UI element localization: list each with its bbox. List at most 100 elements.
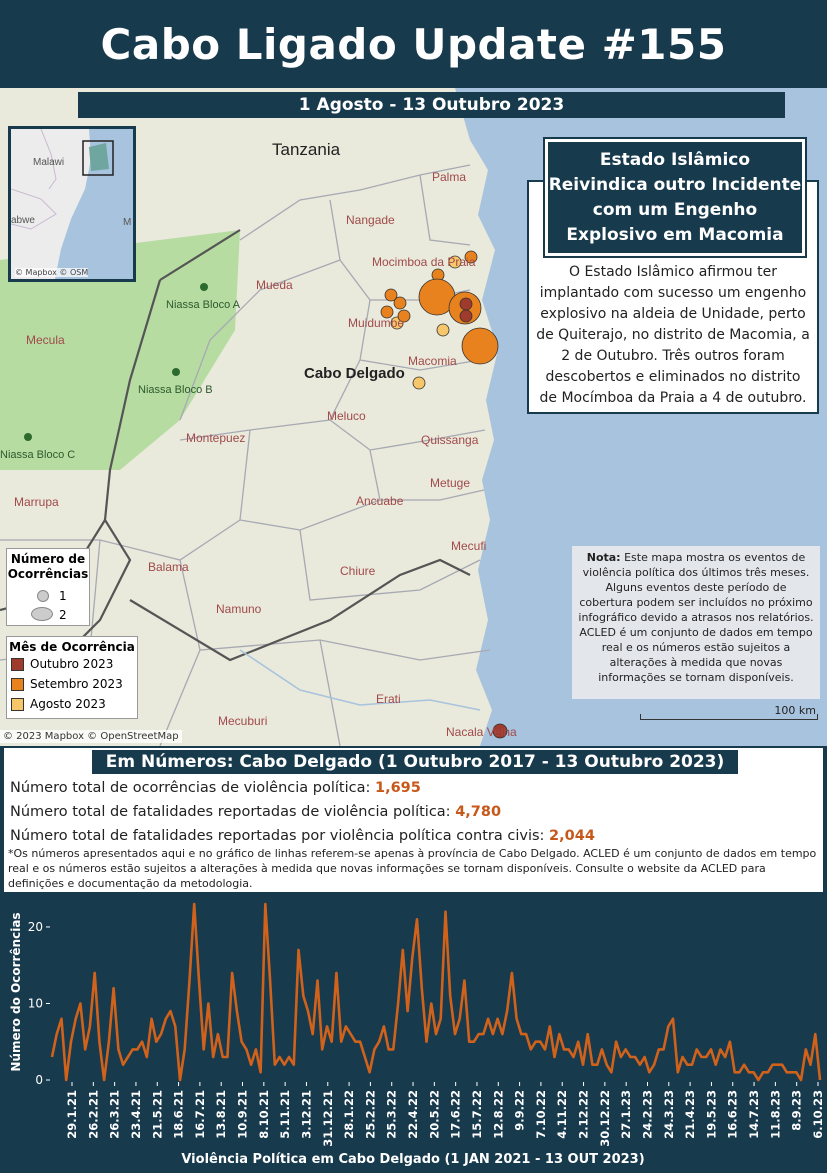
month-legend-label: Setembro 2023	[30, 677, 123, 691]
district-label: Chiure	[340, 564, 376, 578]
stat-value: 2,044	[549, 828, 595, 844]
district-label: Balama	[148, 560, 189, 574]
scale-label: 100 km	[774, 704, 816, 717]
size-legend-dot-2	[31, 607, 53, 621]
district-label: Montepuez	[186, 431, 246, 445]
page-title: Cabo Ligado Update #155	[100, 19, 727, 69]
x-tick-label: 22.4.22	[406, 1090, 420, 1139]
country-label: Tanzania	[272, 140, 341, 159]
x-tick-label: 7.10.22	[534, 1090, 548, 1139]
inset-map-graphic: Malawi abwe M	[11, 129, 133, 279]
x-tick-label: 17.6.22	[449, 1090, 463, 1139]
inset-label-zimbabwe: abwe	[11, 215, 35, 226]
callout-body: O Estado Islâmico afirmou ter implantado…	[536, 264, 810, 406]
series-line	[50, 902, 822, 1082]
month-legend-item: Setembro 2023	[7, 674, 137, 694]
swatch-outubro	[11, 657, 24, 671]
inset-label-m: M	[123, 217, 131, 228]
x-tick-label: 2.12.22	[577, 1090, 591, 1139]
district-label: Palma	[432, 170, 467, 184]
x-tick-label: 29.1.21	[65, 1090, 79, 1139]
x-tick-label: 30.12.22	[598, 1090, 612, 1147]
map-note: Nota: Este mapa mostra os eventos de vio…	[572, 546, 820, 699]
district-label: Namuno	[216, 602, 262, 616]
y-tick-label: 0	[35, 1073, 43, 1087]
scale-bar-line	[640, 714, 818, 720]
park-label: Niassa Bloco A	[166, 299, 240, 311]
line-chart-svg: 0 10 20 Número do Ocorrências 29.1.21 26.2.21…	[9, 902, 825, 1167]
x-axis-label: Violência Política em Cabo Delgado (1 JA…	[181, 1152, 644, 1167]
stat-value: 1,695	[374, 780, 421, 796]
x-tick-label: 26.3.21	[108, 1090, 122, 1139]
line-chart: 0 10 20 Número do Ocorrências 29.1.21 26.2.21…	[0, 896, 827, 1169]
swatch-agosto	[11, 697, 24, 711]
x-tick-label: 20.5.22	[427, 1090, 441, 1139]
callout-title: Estado Islâmico Reivindica outro Inciden…	[543, 137, 807, 258]
map-attribution[interactable]: © 2023 Mapbox © OpenStreetMap	[0, 730, 182, 743]
x-tick-label: 28.1.22	[342, 1090, 356, 1139]
stat-events: Número total de ocorrências de violência…	[10, 780, 421, 796]
district-label: Muidumbe	[348, 316, 405, 330]
x-tick-label: 16.6.23	[726, 1090, 740, 1139]
district-label: Mueda	[256, 278, 293, 292]
callout-box: Estado Islâmico Reivindica outro Inciden…	[527, 137, 819, 414]
district-label: Mecula	[26, 333, 65, 347]
x-tick-label: 23.4.21	[129, 1090, 143, 1139]
month-legend-title: Mês de Ocorrência	[9, 640, 135, 654]
x-tick-label: 18.6.21	[172, 1090, 186, 1139]
map[interactable]: 1 Agosto - 13 Outubro 2023 Malawi abwe M…	[0, 88, 827, 746]
x-tick-label: 24.3.23	[662, 1090, 676, 1139]
date-range-banner: 1 Agosto - 13 Outubro 2023	[78, 92, 785, 118]
size-legend: Número de Ocorrências 1 2	[6, 548, 90, 626]
district-label: Nangade	[346, 213, 395, 227]
x-tick-label: 21.5.21	[150, 1090, 164, 1139]
note-label: Nota:	[586, 551, 621, 564]
x-tick-label: 9.9.22	[513, 1090, 527, 1131]
x-tick-label: 14.7.23	[747, 1090, 761, 1139]
stat-fatalities: Número total de fatalidades reportadas d…	[10, 804, 501, 820]
x-tick-label: 16.7.21	[193, 1090, 207, 1139]
x-tick-label: 6.10.23	[811, 1090, 825, 1139]
stats-footnote: *Os números apresentados aqui e no gráfi…	[8, 847, 817, 890]
month-legend-item: Agosto 2023	[7, 694, 137, 714]
y-tick-label: 20	[28, 920, 43, 934]
stat-label: Número total de fatalidades reportadas d…	[10, 804, 456, 820]
scale-bar: 100 km	[640, 704, 820, 722]
x-tick-label: 3.12.21	[299, 1090, 313, 1139]
x-tick-label: 11.8.23	[768, 1090, 782, 1139]
x-tick-label: 27.1.23	[619, 1090, 633, 1139]
stats-panel: Em Números: Cabo Delgado (1 Outubro 2017…	[2, 746, 825, 894]
x-tick-label: 5.11.21	[278, 1090, 292, 1139]
stats-title: Em Números: Cabo Delgado (1 Outubro 2017…	[92, 750, 738, 774]
x-tick-label: 8.9.23	[790, 1090, 804, 1131]
size-legend-label-1: 1	[59, 589, 67, 603]
district-label: Nacala Velha	[446, 725, 517, 739]
stat-civilian-fatalities: Número total de fatalidades reportadas p…	[10, 828, 595, 844]
inset-map: Malawi abwe M © Mapbox © OSM	[8, 126, 136, 282]
x-tick-label: 4.11.22	[555, 1090, 569, 1139]
month-legend-item: Outubro 2023	[7, 654, 137, 674]
size-legend-dot-1	[37, 590, 49, 602]
park-label: Niassa Bloco C	[0, 449, 76, 461]
x-tick-label: 12.8.22	[491, 1090, 505, 1139]
header: Cabo Ligado Update #155	[0, 0, 827, 88]
x-tick-label: 8.10.21	[257, 1090, 271, 1139]
y-tick-label: 10	[28, 996, 43, 1010]
x-tick-label: 24.2.23	[640, 1090, 654, 1139]
inset-label-malawi: Malawi	[33, 157, 64, 168]
event-markers	[380, 250, 508, 739]
x-tick-label: 19.5.23	[704, 1090, 718, 1139]
size-legend-title: Número de Ocorrências	[7, 552, 89, 581]
x-tick-label: 10.9.21	[236, 1090, 250, 1139]
x-tick-label: 21.4.23	[683, 1090, 697, 1139]
y-axis-label: Número do Ocorrências	[9, 912, 23, 1071]
month-legend-label: Outubro 2023	[30, 657, 114, 671]
stat-value: 4,780	[455, 804, 502, 820]
district-label: Erati	[376, 692, 401, 706]
district-label: Meluco	[327, 409, 366, 423]
stat-label: Número total de ocorrências de violência…	[10, 780, 375, 796]
note-text: Este mapa mostra os eventos de violência…	[578, 551, 814, 684]
swatch-setembro	[11, 677, 24, 691]
district-label: Marrupa	[14, 495, 59, 509]
x-tick-label: 26.2.21	[86, 1090, 100, 1139]
